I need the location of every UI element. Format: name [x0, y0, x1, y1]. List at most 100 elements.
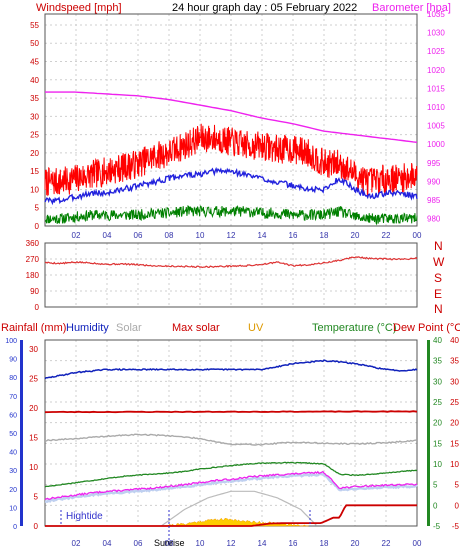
humidity-tick-label: 10 — [9, 505, 17, 512]
wind-tick-label: 50 — [30, 39, 39, 48]
barometer-line — [45, 91, 418, 143]
wind-tick-label: 5 — [35, 204, 40, 213]
temperature-axis-bar — [427, 340, 430, 526]
env-x-tick-label: 14 — [258, 539, 267, 548]
barometer-tick-label: 1030 — [427, 29, 445, 38]
rainfall-axis-title: Rainfall (mm) — [1, 322, 66, 334]
windspeed-line — [44, 123, 418, 197]
humidity-tick-label: 100 — [5, 338, 17, 345]
temperature-tick-label: 40 — [433, 336, 442, 345]
wind-tick-label: 45 — [30, 58, 39, 67]
env-x-tick-label: 22 — [382, 539, 391, 548]
direction-tick-label: 0 — [35, 303, 40, 312]
humidity-tick-label: 40 — [9, 450, 17, 457]
env-x-tick-label: 10 — [196, 539, 205, 548]
direction-plot-frame — [44, 242, 418, 308]
rain-tick-label: 0 — [34, 522, 39, 531]
humidity-tick-label: 60 — [9, 412, 17, 419]
dew-point-axis-title: Dew Point (°C) — [393, 322, 460, 334]
barometer-tick-label: 980 — [427, 215, 441, 224]
humidity-tick-label: 20 — [9, 487, 17, 494]
wind-tick-label: 30 — [30, 112, 39, 121]
temperature-tick-label: 5 — [433, 481, 438, 490]
wind-left-ticks: 0 5 10 15 20 25 30 35 40 45 50 55 — [30, 21, 39, 231]
humidity-tick-label: 30 — [9, 468, 17, 475]
rain-tick-label: 15 — [29, 433, 38, 442]
barometer-tick-label: 1035 — [427, 10, 445, 19]
wind-x-tick-label: 06 — [134, 231, 143, 240]
dew-point-tick-label: 30 — [450, 377, 459, 386]
barometer-tick-label: 1010 — [427, 103, 445, 112]
humidity-tick-label: 90 — [9, 357, 17, 364]
wind-x-tick-label: 08 — [165, 231, 174, 240]
compass-label-n-bottom: N — [434, 302, 443, 316]
rain-tick-label: 30 — [29, 345, 38, 354]
env-series — [44, 359, 418, 527]
direction-tick-label: 360 — [26, 239, 40, 248]
rain-tick-label: 5 — [34, 492, 39, 501]
wind-tick-label: 10 — [30, 185, 39, 194]
barometer-tick-label: 1015 — [427, 84, 445, 93]
wind-tick-label: 25 — [30, 131, 39, 140]
rain-y-ticks: 0 5 10 15 20 25 30 — [29, 345, 38, 531]
wind-tick-label: 40 — [30, 76, 39, 85]
env-x-tick-label: 04 — [103, 539, 112, 548]
max-solar-curve — [160, 490, 317, 527]
dew-point-tick-label: 15 — [450, 439, 459, 448]
humidity-y-ticks: 0 10 20 30 40 50 60 70 80 90 100 — [5, 338, 17, 531]
temperature-line — [44, 461, 418, 488]
barometer-tick-label: 990 — [427, 177, 441, 186]
humidity-axis-bar — [20, 340, 23, 526]
wind-x-tick-label: 10 — [196, 231, 205, 240]
env-x-tick-label: 20 — [351, 539, 360, 548]
rainfall-line — [45, 504, 417, 527]
wind-tick-label: 0 — [35, 222, 40, 231]
env-plot-grid — [45, 339, 418, 527]
barometer-tick-label: 1000 — [427, 140, 445, 149]
env-x-tick-label: 18 — [320, 539, 329, 548]
compass-label-n-top: N — [434, 239, 443, 253]
env-x-tick-label: 12 — [227, 539, 236, 548]
wind-x-tick-label: 16 — [289, 231, 298, 240]
wind-series — [44, 91, 418, 226]
direction-tick-label: 180 — [26, 271, 40, 280]
hightide-label: Hightide — [66, 511, 103, 522]
wind-x-ticks: 02 04 06 08 10 12 14 16 18 20 22 00 — [72, 231, 422, 240]
dew-point-tick-label: -5 — [452, 522, 460, 531]
humidity-legend: Humidity — [66, 322, 109, 334]
dew-point-tick-label: 35 — [450, 357, 459, 366]
direction-plot-grid — [45, 242, 418, 308]
solar-legend: Solar — [116, 322, 142, 334]
wind-tick-label: 20 — [30, 149, 39, 158]
barometer-tick-label: 1025 — [427, 47, 445, 56]
humidity-tick-label: 80 — [9, 375, 17, 382]
compass-label-w: W — [433, 255, 445, 269]
dew-point-tick-label: 25 — [450, 398, 459, 407]
max-solar-legend: Max solar — [172, 322, 220, 334]
uv-area — [161, 517, 309, 527]
temperature-tick-label: 30 — [433, 377, 442, 386]
humidity-tick-label: 70 — [9, 394, 17, 401]
direction-line — [44, 256, 418, 269]
direction-compass-labels: N W S E N — [433, 239, 445, 316]
humidity-tick-label: 50 — [9, 431, 17, 438]
rain-tick-label: 20 — [29, 404, 38, 413]
direction-y-ticks: 360 270 180 90 0 — [26, 239, 40, 312]
uv-legend: UV — [248, 322, 264, 334]
temperature-axis-title: Temperature (°C) — [312, 322, 396, 334]
temperature-tick-label: -5 — [433, 522, 441, 531]
wind-x-tick-label: 20 — [351, 231, 360, 240]
dew-point-band — [44, 472, 418, 503]
temperature-tick-label: 10 — [433, 460, 442, 469]
dew-point-tick-label: 40 — [450, 336, 459, 345]
dew-point-tick-label: 20 — [450, 419, 459, 428]
wind-x-tick-label: 00 — [413, 231, 422, 240]
temperature-tick-label: 0 — [433, 501, 438, 510]
wind-tick-label: 35 — [30, 94, 39, 103]
env-x-tick-label: 06 — [134, 539, 143, 548]
humidity-tick-label: 0 — [13, 524, 17, 531]
dew-point-tick-label: 10 — [450, 460, 459, 469]
barometer-axis-title: Barometer [hpa] — [372, 2, 451, 14]
rain-tick-label: 10 — [29, 463, 38, 472]
windspeed-axis-title: Windspeed [mph] — [36, 2, 122, 14]
